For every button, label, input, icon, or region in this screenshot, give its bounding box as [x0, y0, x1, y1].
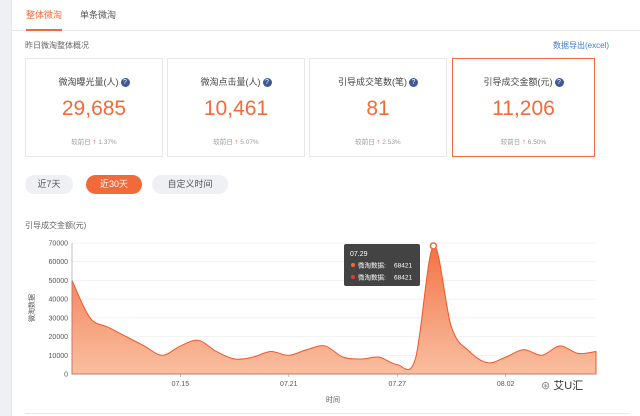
- help-icon[interactable]: ?: [554, 78, 564, 87]
- arrow-up-icon: ↑: [522, 139, 526, 146]
- tooltip-row-label: 微淘数据:: [358, 273, 386, 282]
- wechat-icon: ⊛: [541, 380, 551, 392]
- card-label-text: 引导成交笔数(笔): [338, 77, 407, 87]
- tooltip: 07.29 微淘数据: 68421 微淘数据: 68421: [344, 244, 420, 286]
- compare-label: 较前日: [355, 139, 375, 146]
- card-value: 10,461: [203, 97, 269, 120]
- range-30-days-button[interactable]: 近30天: [86, 175, 142, 194]
- tooltip-dot: [351, 263, 355, 267]
- section-title: 昨日微淘整体概况: [25, 41, 89, 50]
- peak-marker[interactable]: [429, 242, 438, 250]
- y-tick-label: 50000: [49, 278, 69, 285]
- x-tick-label: 07.15: [172, 381, 190, 388]
- tooltip-box: [344, 244, 420, 286]
- arrow-up-icon: ↑: [92, 139, 97, 146]
- compare-label: 较前日: [213, 139, 233, 146]
- card-compare: 较前日 ↑ 1.37%: [26, 136, 162, 146]
- help-icon[interactable]: ?: [262, 78, 272, 87]
- change-value: 2.53%: [382, 139, 401, 146]
- tooltip-row-value: 68421: [394, 275, 412, 282]
- change-value: 5.07%: [240, 139, 259, 146]
- card-compare: 较前日 ↑ 2.53%: [310, 136, 446, 146]
- y-tick-label: 10000: [49, 353, 69, 360]
- card-label-text: 微淘点击量(人): [200, 77, 261, 87]
- tooltip-row-value: 68421: [394, 263, 412, 270]
- x-tick-label: 08.02: [497, 381, 515, 388]
- card-value: 81: [366, 97, 390, 120]
- card-compare: 较前日 ↑ 5.07%: [168, 136, 304, 146]
- card-compare: 较前日 ↑ 6.50%: [453, 136, 594, 146]
- help-icon[interactable]: ?: [120, 78, 130, 87]
- card-label-text: 引导成交金额(元): [483, 77, 553, 87]
- compare-label: 较前日: [500, 139, 521, 146]
- tooltip-dot: [351, 275, 355, 279]
- chart-title: 引导成交金额(元): [25, 221, 87, 230]
- arrow-up-icon: ↑: [376, 139, 381, 146]
- left-sidebar-edge: [0, 0, 12, 416]
- tooltip-row-label: 微淘数据:: [358, 261, 386, 270]
- export-excel-link[interactable]: 数据导出(excel): [553, 41, 610, 50]
- x-tick-label: 07.27: [388, 381, 406, 388]
- watermark: ⊛ 艾U汇: [541, 377, 583, 393]
- card-value: 29,685: [61, 97, 127, 120]
- tab-overall[interactable]: 整体微淘: [26, 0, 63, 31]
- y-tick-label: 20000: [49, 334, 69, 341]
- metric-card-orders: 引导成交笔数(笔)? 81 较前日 ↑ 2.53%: [309, 58, 447, 157]
- y-tick-label: 60000: [49, 259, 69, 266]
- tab-bar: 整体微淘 单条微淘: [11, 0, 640, 31]
- help-icon[interactable]: ?: [409, 78, 418, 87]
- metric-card-revenue[interactable]: 引导成交金额(元)? 11,206 较前日 ↑ 6.50%: [452, 58, 595, 157]
- change-value: 6.50%: [527, 139, 547, 146]
- x-axis-label: 时间: [326, 395, 340, 404]
- range-custom-button[interactable]: 自定义时间: [152, 175, 228, 194]
- change-value: 1.37%: [98, 139, 117, 146]
- x-tick-label: 07.21: [280, 381, 298, 388]
- y-tick-label: 30000: [49, 315, 69, 322]
- metric-card-clicks: 微淘点击量(人)? 10,461 较前日 ↑ 5.07%: [167, 58, 305, 157]
- bottom-divider: [25, 413, 629, 414]
- tab-single[interactable]: 单条微淘: [80, 10, 117, 20]
- y-tick-label: 40000: [49, 297, 69, 304]
- y-tick-label: 70000: [49, 241, 69, 248]
- compare-label: 较前日: [71, 139, 91, 146]
- card-label-text: 微淘曝光量(人): [58, 77, 119, 87]
- metric-card-impressions: 微淘曝光量(人)? 29,685 较前日 ↑ 1.37%: [25, 58, 163, 157]
- y-axis-label: 微淘数据: [27, 294, 36, 322]
- card-value: 11,206: [492, 97, 555, 120]
- card-label: 微淘曝光量(人)?: [26, 75, 162, 88]
- watermark-text: 艾U汇: [553, 380, 584, 392]
- card-label: 微淘点击量(人)?: [168, 75, 304, 88]
- arrow-up-icon: ↑: [234, 139, 239, 146]
- range-7-days-button[interactable]: 近7天: [25, 175, 73, 194]
- card-label: 引导成交金额(元)?: [453, 75, 594, 88]
- revenue-area: [71, 245, 597, 375]
- tooltip-date: 07.29: [350, 251, 368, 258]
- card-label: 引导成交笔数(笔)?: [310, 75, 446, 88]
- y-tick-label: 0: [64, 372, 68, 379]
